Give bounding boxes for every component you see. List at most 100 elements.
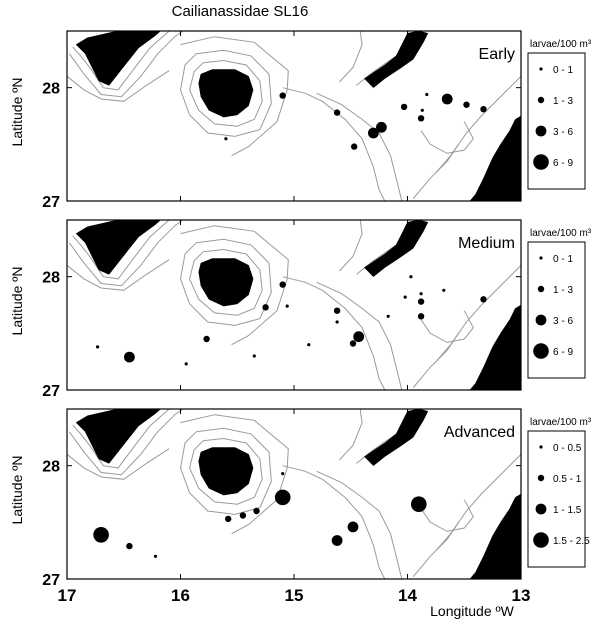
legend-symbol [533, 343, 549, 359]
legend-title: larvae/100 m³ [530, 228, 592, 239]
legend-label: 0 - 1 [553, 254, 573, 265]
station-marker [376, 121, 387, 133]
y-axis-label: Latitude ºN [9, 267, 25, 336]
land-fuerteventura [364, 31, 429, 89]
legend-label: 3 - 6 [553, 127, 573, 138]
station-marker [124, 351, 135, 363]
bathymetry-contour [72, 409, 170, 469]
legend-label: 3 - 6 [553, 316, 573, 327]
bathymetry-contour [179, 49, 272, 137]
station-marker [93, 527, 109, 543]
station-marker [420, 108, 424, 112]
station-marker [253, 507, 260, 515]
stage-label: Medium [458, 235, 515, 252]
land-fuerteventura [364, 409, 429, 467]
station-marker [403, 295, 407, 299]
y-tick-label: 28 [42, 270, 60, 287]
station-marker [285, 304, 289, 308]
land-tenerife [75, 409, 161, 464]
station-marker [480, 296, 487, 303]
station-marker [252, 354, 256, 358]
map-content [67, 409, 521, 579]
legend: larvae/100 m³ 0 - 1 1 - 3 3 - 6 6 - 9 [527, 39, 592, 190]
bathymetry-contour [180, 225, 289, 346]
x-tick-label: 13 [512, 586, 531, 605]
land-africa [469, 304, 521, 390]
x-tick-label: 17 [58, 586, 77, 605]
legend-symbol [535, 503, 547, 515]
legend-label: 0.5 - 1 [553, 474, 582, 485]
bathymetry-contour [72, 220, 170, 280]
x-axis-label: Longitude ºW [430, 603, 515, 619]
land-gran-canaria [198, 447, 254, 496]
station-marker [335, 320, 339, 324]
bathymetry-contour [316, 281, 403, 390]
station-marker [184, 362, 188, 366]
bathymetry-contour [282, 87, 386, 201]
bathymetry-contour [412, 333, 460, 389]
station-marker [307, 343, 311, 347]
legend-label: 0 - 1 [553, 65, 573, 76]
bathymetry-contour [68, 409, 184, 476]
station-marker [368, 127, 379, 139]
map-panel-early: Early 28 27 Latitude ºN larvae/100 m³ 0 - 1 1 … [9, 30, 592, 211]
station-marker [96, 345, 100, 349]
map-content [67, 31, 521, 201]
bathymetry-contour [67, 70, 170, 102]
bathymetry-contour [282, 276, 386, 390]
bathymetry-contour [189, 437, 263, 505]
bathymetry-contour [68, 31, 184, 98]
legend-symbol [535, 125, 547, 137]
legend-symbol [537, 96, 545, 104]
station-marker [279, 92, 286, 99]
station-marker [353, 331, 365, 343]
bathymetry-contour [189, 248, 263, 316]
bathymetry-contour [72, 31, 170, 91]
station-marker [281, 472, 285, 476]
bathymetry-contour [339, 220, 363, 272]
legend-symbol [533, 532, 549, 548]
x-tick-label: 15 [285, 586, 304, 605]
legend-symbol [533, 154, 549, 170]
stage-label: Early [479, 46, 515, 63]
legend: larvae/100 m³ 0 - 1 1 - 3 3 - 6 6 - 9 [527, 228, 592, 379]
station-marker [274, 489, 291, 506]
land-gran-canaria [198, 69, 254, 118]
station-marker [224, 137, 228, 141]
station-marker [331, 535, 343, 546]
figure-title: Cailianassidae SL16 [172, 3, 309, 20]
legend-symbol [537, 474, 545, 482]
bathymetry-contour [420, 121, 474, 154]
y-tick-label: 27 [42, 572, 60, 589]
bathymetry-contour [412, 522, 460, 578]
land-africa [469, 493, 521, 579]
bathymetry-contour [316, 470, 403, 579]
station-marker [351, 143, 358, 150]
land-africa [469, 115, 521, 201]
y-tick-label: 28 [42, 459, 60, 476]
bathymetry-contour [412, 144, 460, 200]
y-axis-label: Latitude ºN [9, 456, 25, 525]
x-tick-label: 14 [398, 586, 417, 605]
station-marker [463, 101, 470, 108]
map-frame [66, 30, 522, 202]
land-gran-canaria [198, 258, 254, 307]
station-marker [400, 103, 408, 111]
legend-symbol [539, 67, 543, 71]
y-tick-label: 27 [42, 383, 60, 400]
bathymetry-contour [180, 36, 289, 157]
station-marker [279, 281, 286, 288]
bathymetry-contour [179, 238, 272, 326]
station-marker [349, 340, 357, 347]
land-tenerife [75, 220, 161, 275]
station-marker [480, 106, 487, 113]
bathymetry-contour [316, 92, 403, 201]
legend-label: 1 - 3 [553, 96, 573, 107]
bathymetry-contour [68, 220, 184, 287]
y-tick-label: 27 [42, 194, 60, 211]
bathymetry-contour [282, 465, 386, 579]
map-frame [66, 219, 522, 391]
bathymetry-contour [67, 259, 170, 291]
legend-label: 1 - 1.5 [553, 505, 582, 516]
